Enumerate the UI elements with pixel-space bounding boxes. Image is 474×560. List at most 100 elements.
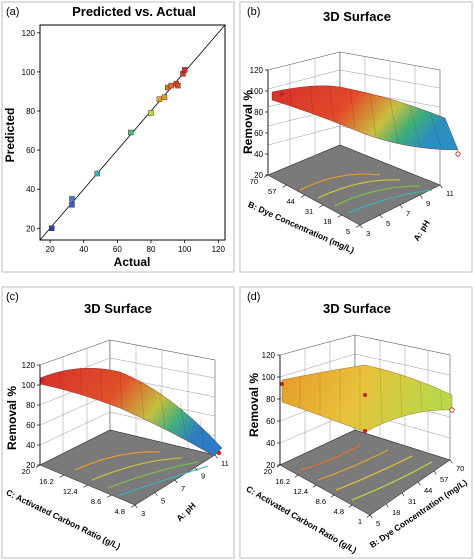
- y-tick-label: 70: [250, 177, 258, 186]
- x-tick-label: 18: [392, 508, 400, 517]
- x-tick-mark: [399, 204, 403, 209]
- y-tick-mark: [300, 194, 305, 198]
- y-tick-label: 20: [26, 224, 35, 233]
- panel-d-design-point: [363, 393, 367, 397]
- panel-b-surface: [271, 85, 459, 151]
- panel-b-x-ticks: 3 5 7 9 11: [359, 184, 454, 238]
- z-tick-label: 100: [262, 373, 276, 382]
- y-tick-label: 5: [346, 227, 350, 236]
- panel-c-contours: [74, 451, 209, 496]
- x-tick-label: 31: [408, 497, 416, 506]
- y-tick-mark: [294, 474, 299, 478]
- panel-c-letter: (c): [6, 291, 19, 303]
- y-tick-mark: [35, 464, 41, 468]
- z-tick-label: 80: [26, 401, 35, 410]
- panel-c-title: 3D Surface: [84, 301, 152, 316]
- x-tick-label: 40: [79, 245, 88, 254]
- y-tick-mark: [130, 504, 136, 508]
- x-tick-mark: [401, 492, 405, 497]
- y-tick-label: 60: [26, 146, 35, 155]
- panel-a-title: Predicted vs. Actual: [72, 4, 196, 19]
- panel-a-y-title: Predicted: [3, 108, 17, 163]
- y-tick-label: 20: [264, 467, 272, 476]
- y-tick-label: 4.8: [115, 507, 125, 516]
- panel-b-design-point: [455, 151, 461, 157]
- y-tick-label: 12.4: [293, 487, 308, 496]
- panel-c-design-point: [40, 378, 44, 382]
- y-tick-label: 18: [323, 217, 331, 226]
- x-tick-mark: [154, 492, 158, 496]
- panel-a-x-title: Actual: [114, 255, 151, 269]
- x-tick-label: 20: [46, 245, 55, 254]
- z-tick-label: 20: [254, 171, 263, 180]
- panel-d-surface-mesh: [299, 366, 443, 430]
- y-tick-label: 16.2: [39, 477, 54, 486]
- y-tick-label: 4.8: [334, 507, 344, 516]
- z-tick-label: 80: [254, 108, 263, 117]
- panel-d: (d) 3D Surface: [239, 286, 473, 559]
- x-tick-label: 80: [147, 245, 156, 254]
- x-tick-mark: [439, 184, 443, 189]
- x-tick-label: 11: [446, 189, 454, 198]
- x-tick-label: 9: [201, 472, 205, 481]
- y-tick-label: 12.4: [63, 487, 78, 496]
- x-tick-mark: [194, 467, 198, 471]
- x-tick-label: 57: [440, 475, 448, 484]
- panel-d-contours: [299, 444, 433, 501]
- y-tick-label: 16.2: [275, 477, 290, 486]
- y-tick-mark: [366, 514, 371, 518]
- data-point: [181, 67, 188, 73]
- data-point: [128, 129, 134, 136]
- x-tick-label: 44: [424, 486, 432, 495]
- x-tick-mark: [419, 194, 423, 199]
- data-point: [69, 202, 75, 208]
- z-tick-label: 40: [254, 150, 263, 159]
- data-point: [148, 110, 154, 116]
- panel-c-y-ticks: 4.8 8.6 12.4 16.2 20: [22, 464, 136, 516]
- panel-c-x-ticks: 3 5 7 9 11: [134, 454, 229, 518]
- x-tick-label: 3: [141, 509, 145, 518]
- z-tick-label: 120: [250, 66, 264, 75]
- y-tick-mark: [107, 494, 112, 498]
- z-tick-label: 100: [22, 381, 36, 390]
- y-tick-mark: [337, 214, 342, 218]
- z-tick-label: 60: [26, 421, 35, 430]
- z-tick-label: 120: [22, 361, 36, 370]
- panel-c-z-title: Removal %: [5, 386, 19, 450]
- x-tick-label: 7: [406, 209, 410, 218]
- y-tick-mark: [312, 484, 317, 488]
- panel-b-contours: [299, 173, 433, 214]
- x-tick-label: 5: [386, 219, 390, 228]
- data-point: [94, 170, 100, 177]
- y-tick-mark: [355, 224, 361, 228]
- x-tick-mark: [369, 514, 373, 519]
- y-tick-label: 31: [305, 207, 313, 216]
- y-tick-label: 120: [22, 29, 36, 38]
- x-tick-label: 120: [212, 245, 226, 254]
- y-tick-label: 8.6: [316, 497, 326, 506]
- x-tick-mark: [449, 459, 453, 464]
- data-point: [175, 82, 181, 89]
- panel-d-y-ticks: 1 4.8 8.6 12.416.220: [264, 464, 371, 526]
- x-tick-mark: [134, 504, 138, 509]
- y-tick-label: 8.6: [91, 497, 101, 506]
- panel-b-z-ticks: 20 40 60 80 100 120: [250, 66, 268, 180]
- y-tick-label: 57: [268, 187, 276, 196]
- panel-a: (a) Predicted vs. Actual 20 40 60 80 100 120 …: [1, 1, 235, 273]
- data-point: [69, 196, 75, 202]
- panel-d-title: 3D Surface: [323, 301, 391, 316]
- z-tick-label: 40: [26, 441, 35, 450]
- panel-d-x-ticks: 5 18 31 44 57 70: [369, 459, 464, 528]
- x-tick-mark: [379, 214, 383, 219]
- panel-a-x-ticks: 20 40 60 80 100 120: [46, 240, 226, 254]
- panel-d-design-point: [449, 407, 455, 413]
- x-tick-mark: [174, 479, 178, 484]
- z-tick-label: 40: [266, 439, 275, 448]
- y-tick-mark: [282, 184, 287, 188]
- panel-a-letter: (a): [6, 6, 19, 18]
- panel-b-surface-mesh: [289, 84, 443, 151]
- data-point: [49, 225, 55, 231]
- y-tick-mark: [263, 174, 269, 178]
